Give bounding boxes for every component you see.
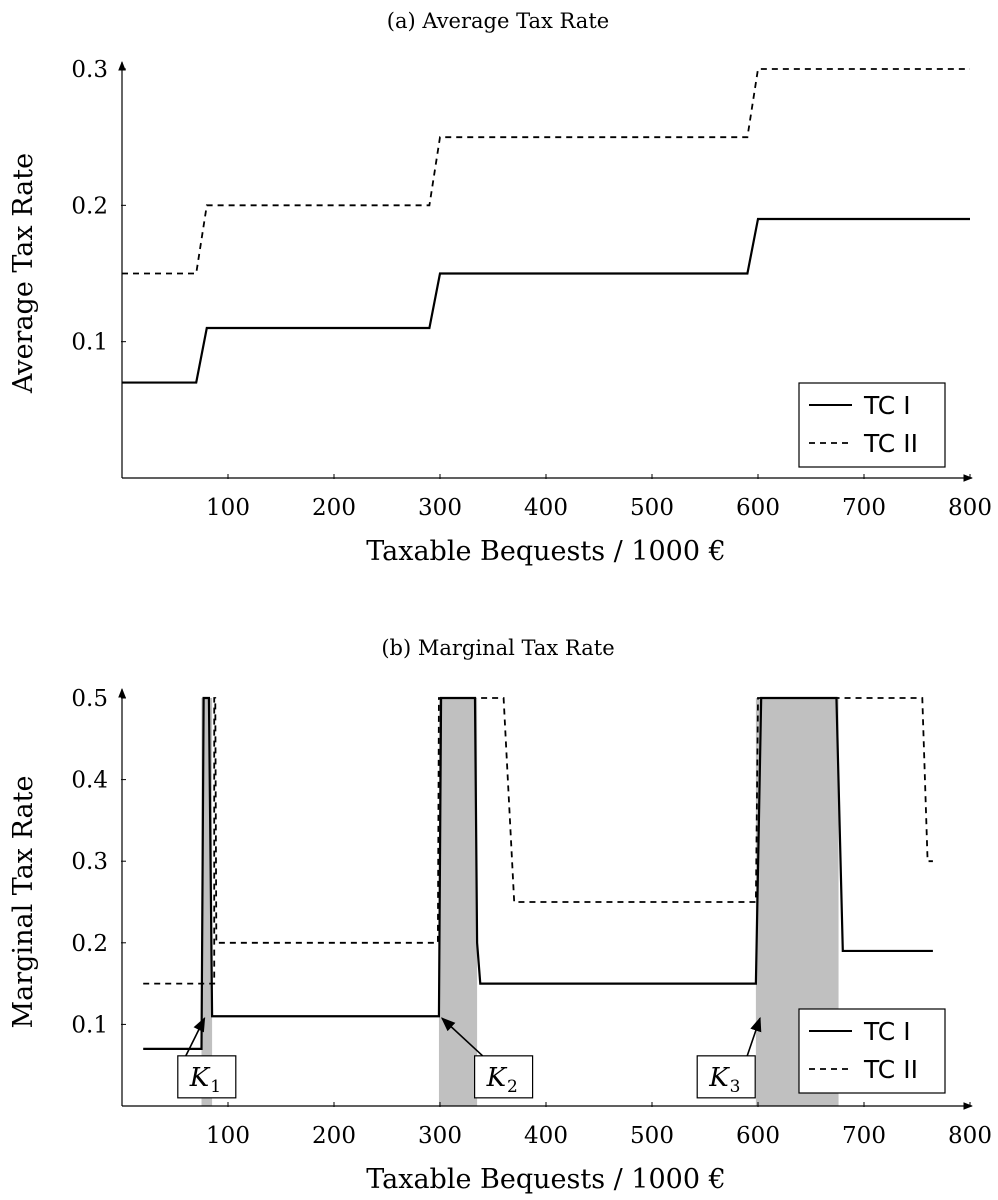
- legend-label-tc-ii: TC II: [863, 429, 918, 458]
- x-tick-label: 800: [948, 495, 992, 521]
- legend-label-tc-i: TC I: [863, 391, 911, 420]
- x-tick-label: 300: [418, 495, 462, 521]
- panel-a-y-axis-label: Average Tax Rate: [8, 153, 39, 394]
- x-tick-label: 500: [630, 495, 674, 521]
- x-tick-label: 400: [524, 495, 568, 521]
- legend-label-tc-ii: TC II: [863, 1055, 918, 1084]
- x-tick-label: 600: [736, 1123, 780, 1149]
- y-tick-label: 0.3: [71, 57, 108, 83]
- x-tick-label: 200: [312, 495, 356, 521]
- panel-b-y-axis-label: Marginal Tax Rate: [8, 776, 39, 1029]
- series-line-tc-i: [122, 219, 970, 383]
- y-tick-label: 0.3: [71, 849, 108, 875]
- average-tax-rate-panel: (a) Average Tax Rate 100 200 300 400 500 600 7…: [8, 9, 992, 567]
- x-tick-label: 800: [948, 1123, 992, 1149]
- marginal-tax-rate-panel: (b) Marginal Tax Rate 100 200 300 400 500 600…: [8, 636, 992, 1195]
- x-tick-label: 400: [524, 1123, 568, 1149]
- x-tick-label: 700: [842, 495, 886, 521]
- y-tick-label: 0.2: [71, 193, 108, 219]
- y-tick-label: 0.2: [71, 931, 108, 957]
- x-tick-label: 300: [418, 1123, 462, 1149]
- x-tick-label: 200: [312, 1123, 356, 1149]
- x-tick-label: 100: [206, 1123, 250, 1149]
- y-tick-label: 0.1: [71, 330, 108, 356]
- panel-a-legend: TC I TC II: [799, 383, 945, 467]
- panel-b-x-axis-label: Taxable Bequests / 1000 €: [366, 1164, 726, 1195]
- panel-b-title: (b) Marginal Tax Rate: [381, 636, 614, 660]
- panel-a-x-axis-label: Taxable Bequests / 1000 €: [366, 536, 726, 567]
- y-tick-label: 0.4: [71, 768, 108, 794]
- x-tick-label: 700: [842, 1123, 886, 1149]
- panel-a-series: [122, 69, 970, 383]
- y-tick-label: 0.1: [71, 1012, 108, 1038]
- x-tick-label: 600: [736, 495, 780, 521]
- panel-b-legend: TC I TC II: [799, 1009, 945, 1093]
- series-line-tc-ii: [122, 69, 970, 274]
- x-tick-label: 500: [630, 1123, 674, 1149]
- x-tick-label: 100: [206, 495, 250, 521]
- panel-a-title: (a) Average Tax Rate: [387, 9, 609, 33]
- y-tick-label: 0.5: [71, 686, 108, 712]
- legend-label-tc-i: TC I: [863, 1017, 911, 1046]
